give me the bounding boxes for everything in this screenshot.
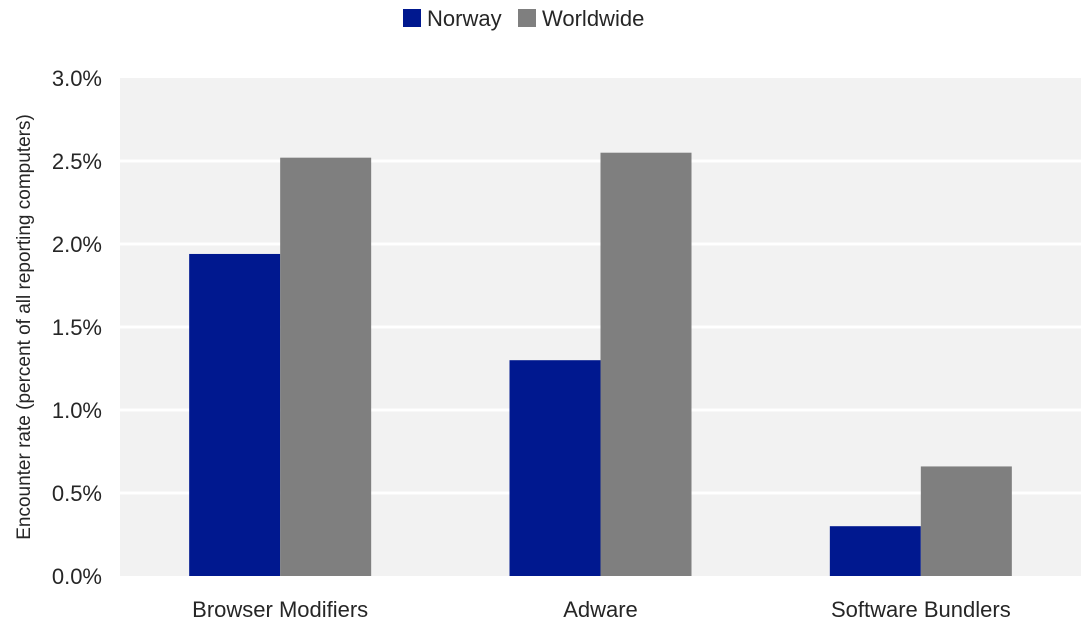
legend-swatch-worldwide <box>518 9 536 27</box>
x-tick-label: Adware <box>563 597 638 622</box>
y-tick-label: 2.5% <box>52 149 102 174</box>
y-axis-label: Encounter rate (percent of all reporting… <box>14 114 35 540</box>
x-tick-label: Software Bundlers <box>831 597 1011 622</box>
bar-norway-1 <box>509 360 601 576</box>
legend-swatch-norway <box>403 9 421 27</box>
x-tick-label: Browser Modifiers <box>192 597 368 622</box>
y-tick-label: 2.0% <box>52 232 102 257</box>
bar-norway-2 <box>829 526 921 576</box>
legend-label-norway: Norway <box>427 6 502 31</box>
x-axis-ticks: Browser Modifiers Adware Software Bundlers <box>192 597 1011 622</box>
bar-worldwide-2 <box>920 466 1012 576</box>
legend: Norway Worldwide <box>403 6 644 31</box>
legend-label-worldwide: Worldwide <box>542 6 644 31</box>
y-tick-label: 0.0% <box>52 564 102 589</box>
bar-norway-0 <box>189 253 281 576</box>
bars <box>189 152 1012 576</box>
bar-worldwide-0 <box>280 157 372 576</box>
bar-worldwide-1 <box>600 152 692 576</box>
y-axis-ticks: 0.0% 0.5% 1.0% 1.5% 2.0% 2.5% 3.0% <box>52 66 102 589</box>
y-tick-label: 0.5% <box>52 481 102 506</box>
y-tick-label: 1.5% <box>52 315 102 340</box>
y-tick-label: 1.0% <box>52 398 102 423</box>
y-tick-label: 3.0% <box>52 66 102 91</box>
